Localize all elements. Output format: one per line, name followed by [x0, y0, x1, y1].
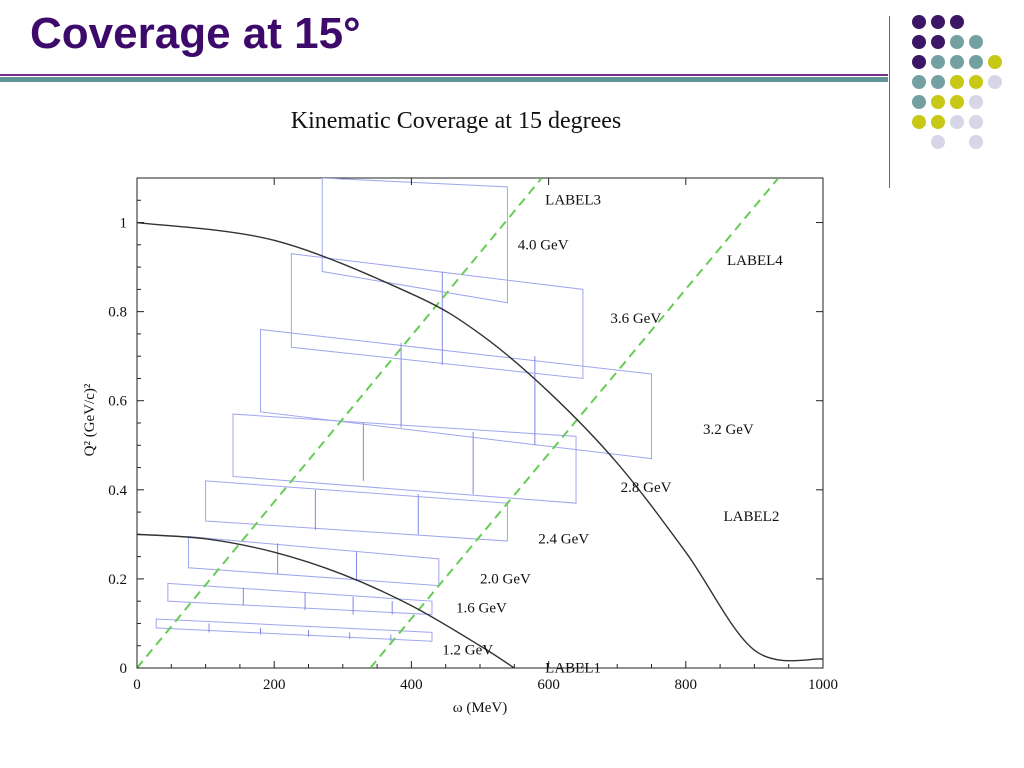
coverage-box: [155, 618, 433, 642]
annotation-label: 2.0 GeV: [480, 571, 531, 587]
curve-line: [137, 533, 515, 668]
axis-ticks: 0 200 400 600 800 1000 0 0.2 0.4 0.6 0.8 1: [108, 178, 838, 693]
x-tick-label: 800: [675, 677, 698, 693]
x-axis-label: ω (MeV): [453, 700, 507, 716]
annotation-label: 2.4 GeV: [538, 531, 589, 547]
coverage-box: [259, 328, 652, 460]
deco-dot: [969, 75, 983, 89]
deco-dot: [969, 135, 983, 149]
x-tick-label: 200: [263, 677, 286, 693]
plot-content: LABEL3 4.0 GeV LABEL4 3.6 GeV 3.2 GeV 2.8 GeV…: [137, 178, 823, 676]
coverage-box: [290, 253, 584, 380]
dashed-line: [369, 178, 780, 668]
x-tick-label: 600: [537, 677, 560, 693]
deco-dot: [931, 135, 945, 149]
coverage-box: [232, 413, 577, 504]
decorative-dots: [912, 15, 1002, 149]
deco-dot: [912, 95, 926, 109]
deco-dot: [931, 75, 945, 89]
curve-line: [137, 221, 823, 662]
deco-dot: [912, 75, 926, 89]
coverage-box: [321, 178, 508, 304]
x-tick-label: 1000: [808, 677, 838, 693]
coverage-box: [167, 582, 433, 616]
deco-dot: [931, 15, 945, 29]
y-tick-label: 0: [120, 661, 128, 677]
deco-dot: [969, 115, 983, 129]
deco-dot: [931, 115, 945, 129]
deco-dot: [988, 55, 1002, 69]
annotation-label: LABEL3: [545, 193, 601, 209]
deco-dot: [931, 35, 945, 49]
deco-dot: [950, 55, 964, 69]
deco-dot: [912, 115, 926, 129]
x-tick-label: 400: [400, 677, 423, 693]
deco-dot: [988, 75, 1002, 89]
y-tick-label: 0.8: [108, 305, 127, 321]
annotation-label: LABEL2: [724, 509, 780, 525]
annotation-label: 4.0 GeV: [518, 237, 569, 253]
x-tick-label: 0: [133, 677, 141, 693]
y-tick-label: 0.2: [108, 572, 127, 588]
y-axis-label: Q² (GeV/c)²: [82, 383, 98, 456]
deco-dot: [912, 35, 926, 49]
deco-dot: [969, 55, 983, 69]
deco-dot: [912, 15, 926, 29]
annotation-label: 2.8 GeV: [621, 480, 672, 496]
deco-dot: [950, 35, 964, 49]
y-tick-label: 0.6: [108, 394, 127, 410]
chart-title: Kinematic Coverage at 15 degrees: [291, 108, 622, 134]
deco-dot: [950, 115, 964, 129]
slide-title: Coverage at 15°: [30, 9, 361, 58]
annotation-label: 3.6 GeV: [610, 311, 661, 327]
title-rule: [0, 74, 888, 82]
annotation-label: LABEL1: [545, 660, 601, 676]
deco-dot: [969, 35, 983, 49]
annotation-label: 1.6 GeV: [456, 600, 507, 616]
vertical-rule: [889, 16, 890, 188]
deco-dot: [931, 55, 945, 69]
annotation-label: 3.2 GeV: [703, 422, 754, 438]
y-tick-label: 1: [120, 216, 128, 232]
coverage-box: [205, 480, 508, 542]
deco-dot: [950, 95, 964, 109]
deco-dot: [950, 75, 964, 89]
deco-dot: [950, 15, 964, 29]
annotation-label: LABEL4: [727, 253, 783, 269]
deco-dot: [969, 95, 983, 109]
y-tick-label: 0.4: [108, 483, 127, 499]
annotation-label: 1.2 GeV: [442, 643, 493, 659]
deco-dot: [912, 55, 926, 69]
dashed-line: [137, 178, 543, 668]
deco-dot: [931, 95, 945, 109]
